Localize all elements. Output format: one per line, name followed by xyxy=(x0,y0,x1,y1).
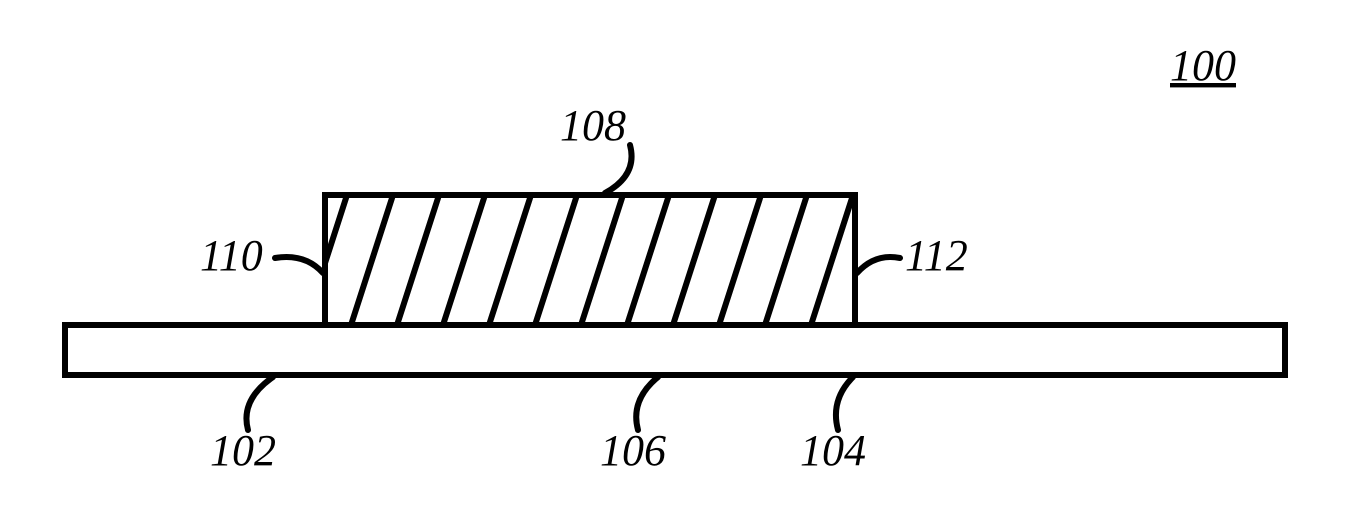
label-110: 110 xyxy=(200,231,263,280)
leader-l112 xyxy=(857,257,900,273)
gate-block xyxy=(305,195,899,325)
label-104: 104 xyxy=(800,426,866,475)
label-102: 102 xyxy=(210,426,276,475)
substrate-layer xyxy=(65,325,1285,375)
leader-l108 xyxy=(605,145,632,193)
label-112: 112 xyxy=(905,231,968,280)
leader-l110 xyxy=(275,257,323,273)
leader-l102 xyxy=(246,377,273,430)
label-108: 108 xyxy=(560,101,626,150)
label-100: 100 xyxy=(1170,41,1236,90)
leader-l106 xyxy=(636,377,658,430)
leader-l104 xyxy=(836,377,853,430)
label-106: 106 xyxy=(600,426,666,475)
